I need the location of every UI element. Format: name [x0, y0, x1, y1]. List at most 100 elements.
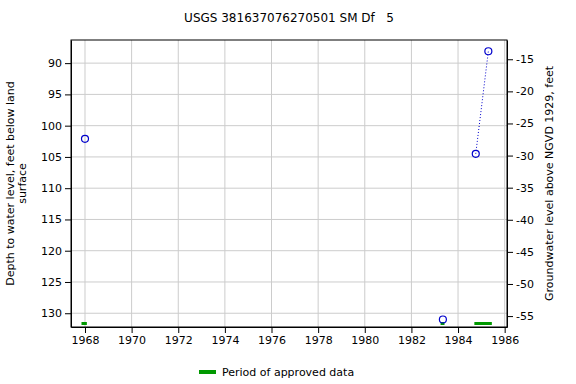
- tick-mark: [507, 284, 513, 285]
- tick-mark: [458, 327, 459, 333]
- tick: 1980: [351, 327, 379, 347]
- tick-mark: [411, 327, 412, 333]
- data-point: [485, 48, 492, 55]
- tick-label: -55: [516, 310, 534, 323]
- tick-mark: [85, 327, 86, 333]
- tick-mark: [507, 91, 513, 92]
- tick-label: 105: [41, 151, 62, 164]
- tick-mark: [505, 327, 506, 333]
- tick: -40: [507, 214, 534, 227]
- y-axis-title: surface: [16, 163, 29, 204]
- tick-mark: [178, 327, 179, 333]
- grid-line: [71, 125, 507, 126]
- y2-axis-title: Groundwater level above NGVD 1929, feet: [543, 65, 556, 301]
- tick-label: 90: [48, 57, 62, 70]
- tick-label: 1982: [398, 334, 426, 347]
- legend-label: Period of approved data: [222, 366, 354, 379]
- tick-label: -30: [516, 150, 534, 163]
- tick-mark: [132, 327, 133, 333]
- tick-label: 1972: [165, 334, 193, 347]
- tick-label: 95: [48, 88, 62, 101]
- tick-mark: [507, 316, 513, 317]
- tick-mark: [65, 126, 71, 127]
- tick-label: 1976: [258, 334, 286, 347]
- tick: 110: [41, 182, 71, 195]
- grid-line: [504, 40, 505, 327]
- legend-swatch: [199, 370, 216, 374]
- tick-mark: [65, 188, 71, 189]
- grid-line: [71, 281, 507, 282]
- tick: 1970: [118, 327, 146, 347]
- grid-line: [224, 40, 225, 327]
- tick-mark: [65, 251, 71, 252]
- tick: 1984: [445, 327, 473, 347]
- tick-label: -25: [516, 117, 534, 130]
- grid-line: [71, 219, 507, 220]
- tick-mark: [225, 327, 226, 333]
- tick: 95: [48, 88, 71, 101]
- tick-label: 120: [41, 245, 62, 258]
- tick-label: -15: [516, 53, 534, 66]
- approved-period: [81, 322, 86, 325]
- grid-line: [71, 250, 507, 251]
- tick-label: 1986: [491, 334, 519, 347]
- tick: -25: [507, 117, 534, 130]
- grid-line: [458, 40, 459, 327]
- tick: 105: [41, 151, 71, 164]
- tick: -20: [507, 85, 534, 98]
- tick: 90: [48, 57, 71, 70]
- tick: 1968: [71, 327, 99, 347]
- y-axis: 90 95 100 105 110 115 120 125 130: [41, 41, 72, 328]
- tick-mark: [507, 188, 513, 189]
- tick: 1976: [258, 327, 286, 347]
- tick-mark: [65, 63, 71, 64]
- grid-line: [411, 40, 412, 327]
- tick: 125: [41, 276, 71, 289]
- tick: 115: [41, 213, 71, 226]
- tick: -45: [507, 246, 534, 259]
- grid-line: [71, 94, 507, 95]
- tick: 1974: [211, 327, 239, 347]
- y2-axis: -15 -20 -25 -30 -35 -40 -45 -50 -55: [507, 41, 534, 328]
- tick: 1972: [165, 327, 193, 347]
- tick-label: -45: [516, 246, 534, 259]
- tick-label: 115: [41, 213, 62, 226]
- tick-mark: [318, 327, 319, 333]
- grid-line: [71, 63, 507, 64]
- tick: -50: [507, 278, 534, 291]
- tick-label: -50: [516, 278, 534, 291]
- grid-line: [364, 40, 365, 327]
- grid-line: [318, 40, 319, 327]
- tick: -30: [507, 150, 534, 163]
- approved-period: [474, 322, 491, 325]
- tick-label: 1984: [445, 334, 473, 347]
- plot-frame: [71, 40, 507, 327]
- tick: -35: [507, 182, 534, 195]
- chart: 1968 1970 1972 1974 1976 1978 1980 1982 1984 1986…: [0, 0, 576, 384]
- series-line: [476, 51, 489, 154]
- tick: -55: [507, 310, 534, 323]
- grid-line: [131, 40, 132, 327]
- tick: 100: [41, 120, 71, 133]
- grid-line: [271, 40, 272, 327]
- tick-mark: [65, 313, 71, 314]
- tick: 130: [41, 307, 71, 320]
- data-point: [439, 316, 446, 323]
- tick-mark: [507, 156, 513, 157]
- tick: 1986: [491, 327, 519, 347]
- tick-mark: [65, 219, 71, 220]
- tick-label: -40: [516, 214, 534, 227]
- tick-mark: [65, 282, 71, 283]
- tick-mark: [272, 327, 273, 333]
- tick-label: 130: [41, 307, 62, 320]
- tick-mark: [365, 327, 366, 333]
- data-point: [472, 150, 479, 157]
- tick-mark: [507, 59, 513, 60]
- tick-label: 100: [41, 120, 62, 133]
- tick-label: 1968: [71, 334, 99, 347]
- x-axis: 1968 1970 1972 1974 1976 1978 1980 1982 1984 1986: [71, 327, 519, 347]
- grid-line: [84, 40, 85, 327]
- tick-mark: [507, 123, 513, 124]
- tick-label: 110: [41, 182, 62, 195]
- tick-label: 1978: [305, 334, 333, 347]
